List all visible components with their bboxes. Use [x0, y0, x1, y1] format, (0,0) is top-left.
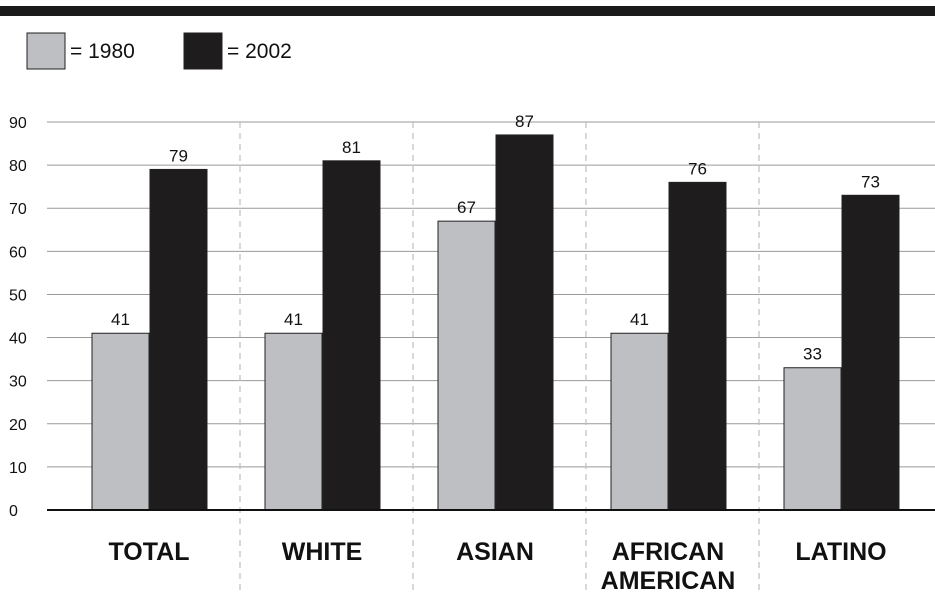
y-tick-label: 30	[9, 374, 27, 391]
legend-label-1980: = 1980	[70, 40, 135, 63]
bar-1980	[437, 220, 496, 511]
data-label-2002: 81	[342, 138, 361, 157]
y-tick-label: 60	[9, 244, 27, 261]
data-label-1980: 41	[284, 310, 303, 329]
category-label: TOTAL	[108, 538, 189, 566]
category-label: AFRICAN	[612, 538, 725, 566]
data-label-2002: 87	[515, 112, 534, 131]
data-label-2002: 73	[861, 172, 880, 191]
legend-swatch-1980	[26, 32, 66, 70]
bar-2002	[841, 194, 900, 511]
y-tick-label: 50	[9, 287, 27, 304]
bar-2002	[668, 181, 727, 511]
category-separators	[239, 122, 760, 592]
bar-1980	[264, 332, 323, 511]
y-axis-tick-labels: 0 10 20 30 40 50 60 70 80 90	[9, 115, 27, 520]
category-label: AMERICAN	[601, 567, 736, 592]
y-tick-label: 0	[9, 503, 18, 520]
data-label-1980: 41	[111, 310, 130, 329]
bar-1980	[610, 332, 669, 511]
bar-1980	[91, 332, 150, 511]
bar-2002	[149, 168, 208, 511]
bars	[91, 134, 900, 511]
category-label: WHITE	[282, 538, 363, 566]
y-tick-label: 80	[9, 158, 27, 175]
bar-1980	[783, 367, 842, 511]
data-label-1980: 33	[803, 345, 822, 364]
legend-item-1980: = 1980	[26, 32, 135, 70]
top-rule	[0, 6, 935, 16]
category-label: ASIAN	[456, 538, 534, 566]
bar-2002	[495, 134, 554, 511]
data-label-1980: 67	[457, 198, 476, 217]
y-tick-label: 10	[9, 460, 27, 477]
y-tick-label: 90	[9, 115, 27, 132]
data-label-1980: 41	[630, 310, 649, 329]
bar-2002	[322, 160, 381, 511]
legend-label-2002: = 2002	[227, 40, 292, 63]
data-label-2002: 79	[169, 146, 188, 165]
y-tick-label: 40	[9, 331, 27, 348]
legend: = 1980 = 2002	[26, 32, 292, 70]
data-labels: 41 79 41 81 67 87 41 76 33 73	[111, 112, 880, 364]
y-tick-label: 70	[9, 201, 27, 218]
legend-item-2002: = 2002	[183, 32, 292, 70]
y-tick-label: 20	[9, 417, 27, 434]
legend-swatch-2002	[183, 32, 223, 70]
data-label-2002: 76	[688, 159, 707, 178]
category-label: LATINO	[795, 538, 886, 566]
